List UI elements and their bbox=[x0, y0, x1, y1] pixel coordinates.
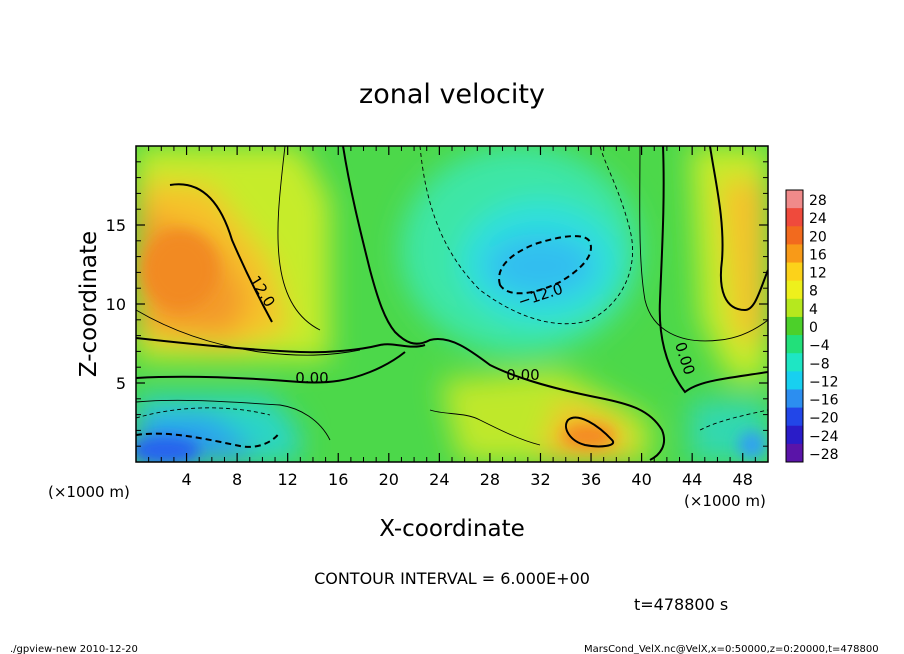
x-tick-label: 4 bbox=[181, 470, 191, 489]
colorbar-label: −12 bbox=[809, 374, 839, 390]
colorbar-swatch bbox=[786, 262, 803, 282]
contour-12-left bbox=[169, 183, 273, 323]
contour-zero-right bbox=[658, 146, 768, 394]
contour-neg12 bbox=[498, 235, 592, 295]
colorbar-label: 20 bbox=[809, 229, 827, 245]
contour-dashed-1 bbox=[419, 146, 634, 325]
colorbar-swatch bbox=[786, 335, 803, 354]
colorbar-label: 24 bbox=[809, 211, 827, 227]
x-tick-label: 16 bbox=[328, 470, 348, 489]
colorbar-swatch bbox=[786, 190, 803, 209]
colorbar-label: 28 bbox=[809, 193, 827, 209]
colorbar-label: −16 bbox=[809, 393, 839, 409]
colorbar-swatch bbox=[786, 407, 803, 427]
colorbar-swatch bbox=[786, 280, 803, 300]
x-unit-label-right: (×1000 m) bbox=[684, 492, 766, 510]
x-axis-title: X-coordinate bbox=[379, 516, 525, 542]
colorbar-swatch bbox=[786, 226, 803, 245]
contour-dashed-2 bbox=[136, 407, 271, 419]
contour-thin-1 bbox=[277, 146, 321, 331]
y-tick-label: 5 bbox=[116, 374, 126, 393]
x-tick-label: 48 bbox=[733, 470, 753, 489]
colorbar-swatch bbox=[786, 298, 803, 318]
contour-thin-5 bbox=[136, 399, 331, 441]
colorbar-swatch bbox=[786, 443, 803, 463]
contour-pos12-lower bbox=[565, 416, 615, 448]
chart-title: zonal velocity bbox=[359, 79, 545, 110]
colorbar-label: −24 bbox=[809, 429, 839, 445]
contour-label: 0.00 bbox=[506, 366, 539, 384]
contour-label: 0.00 bbox=[295, 369, 328, 387]
x-tick-label: 36 bbox=[581, 470, 601, 489]
contour-neg12-lower-left bbox=[136, 431, 281, 448]
x-tick-label: 12 bbox=[278, 470, 298, 489]
contour-lines bbox=[136, 146, 768, 461]
colorbar-label: −4 bbox=[809, 338, 830, 354]
y-tick-label: 15 bbox=[106, 216, 126, 235]
x-tick-label: 32 bbox=[530, 470, 550, 489]
contour-zero-central bbox=[342, 146, 666, 461]
contour-thin-4 bbox=[639, 146, 768, 342]
colorbar-swatch bbox=[786, 244, 803, 264]
colorbar-swatch bbox=[786, 425, 803, 445]
colorbar-label: 8 bbox=[809, 284, 818, 300]
colorbar-swatch bbox=[786, 208, 803, 227]
colorbar-swatch bbox=[786, 353, 803, 372]
colorbar-label: −8 bbox=[809, 356, 830, 372]
x-tick-label: 20 bbox=[379, 470, 399, 489]
footer-right: MarsCond_VelX.nc@VelX,x=0:50000,z=0:2000… bbox=[584, 644, 879, 654]
contour-interval-text: CONTOUR INTERVAL = 6.000E+00 bbox=[314, 569, 590, 588]
contour-dashed-3 bbox=[699, 409, 768, 431]
colorbar-frame bbox=[785, 189, 804, 463]
colorbar-label: 0 bbox=[809, 320, 818, 336]
contour-thin-2 bbox=[136, 309, 361, 356]
x-tick-label: 40 bbox=[631, 470, 651, 489]
colorbar-label: −28 bbox=[809, 447, 839, 463]
x-tick-label: 28 bbox=[480, 470, 500, 489]
y-axis-title: Z-coordinate bbox=[76, 231, 102, 377]
colorbar-swatch bbox=[786, 316, 803, 336]
x-tick-label: 44 bbox=[682, 470, 702, 489]
contour-zero-lower bbox=[136, 351, 406, 384]
colorbar-swatch bbox=[786, 389, 803, 409]
contour-thin-3 bbox=[429, 409, 541, 446]
colorbar-label: 12 bbox=[809, 266, 827, 282]
colorbar: 28 24 20 16 12 8 4 0 −4 −8 −12 −16 −20 −24 −28 bbox=[785, 189, 839, 463]
footer-left: ./gpview-new 2010-12-20 bbox=[10, 644, 138, 654]
colorbar-label: 16 bbox=[809, 247, 827, 263]
x-tick-label: 8 bbox=[232, 470, 242, 489]
velocity-field bbox=[136, 146, 768, 462]
colorbar-label: −20 bbox=[809, 411, 839, 427]
y-tick-label: 10 bbox=[106, 295, 126, 314]
contour-zero-left bbox=[136, 337, 426, 354]
x-tick-label: 24 bbox=[429, 470, 449, 489]
contour-zero-right-upper bbox=[709, 146, 768, 312]
time-label: t=478800 s bbox=[634, 595, 728, 614]
colorbar-label: 4 bbox=[809, 302, 818, 318]
colorbar-swatch bbox=[786, 371, 803, 390]
x-unit-label-left: (×1000 m) bbox=[48, 483, 130, 501]
